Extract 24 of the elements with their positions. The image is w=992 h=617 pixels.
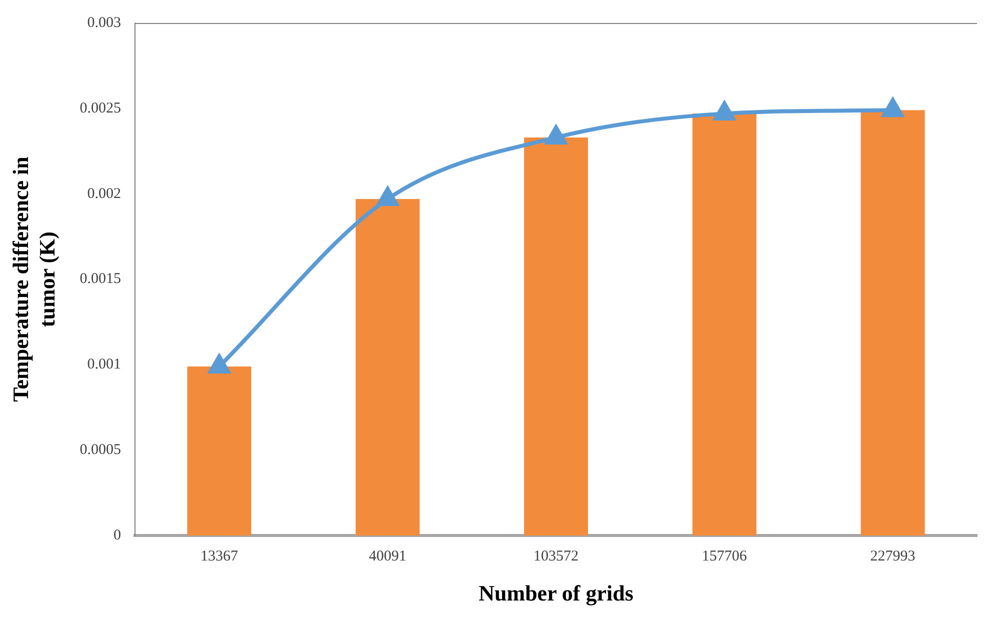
- y-tick-label: 0.0015: [80, 271, 122, 288]
- y-tick-label: 0.002: [87, 186, 122, 202]
- point: [208, 354, 230, 374]
- y-tick-label: 0.003: [87, 14, 122, 31]
- point: [376, 186, 398, 206]
- x-tick-label: 157706: [702, 548, 748, 565]
- bar: [860, 110, 925, 536]
- x-tick-label: 13367: [200, 548, 238, 565]
- x-tick-label: 40091: [368, 548, 406, 565]
- y-tick-label: 0.001: [87, 356, 122, 373]
- point: [545, 125, 567, 144]
- point: [882, 98, 904, 118]
- x-tick-label: 227993: [870, 548, 916, 565]
- y-tick-label: 0.0005: [80, 442, 122, 458]
- y-tick-label: 0.0025: [80, 100, 122, 116]
- y-tick-label: 0: [114, 528, 122, 544]
- x-tick-label: 103572: [534, 548, 579, 565]
- x-axis-title: Number of grids: [478, 580, 634, 606]
- bar: [524, 137, 588, 536]
- bar: [187, 366, 252, 536]
- y-axis-title: Temperature difference in tumor (K): [8, 156, 60, 402]
- bar: [692, 114, 756, 536]
- bar: [356, 198, 420, 536]
- point: [714, 102, 736, 121]
